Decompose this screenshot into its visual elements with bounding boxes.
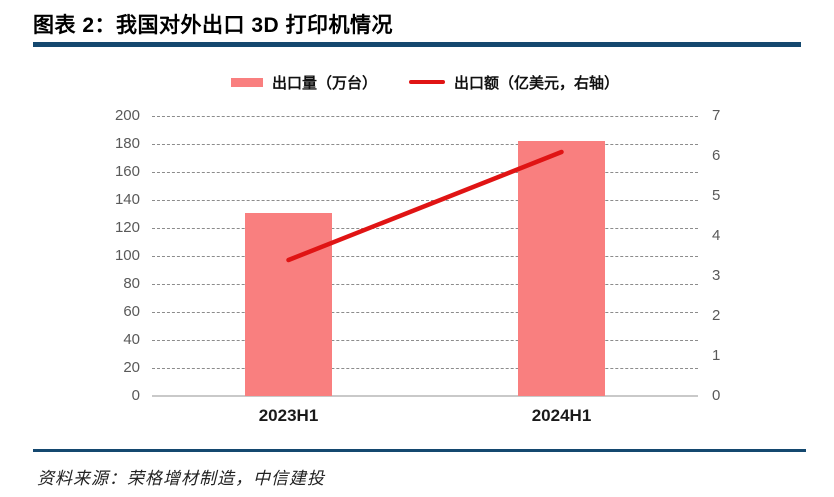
source-note: 资料来源：荣格增材制造，中信建投 [37, 469, 325, 488]
bar-2024H1 [518, 141, 605, 396]
footer-rule [33, 449, 806, 452]
right-axis-tick: 4 [712, 227, 721, 244]
gridline [152, 255, 698, 257]
title-rule [33, 42, 801, 47]
left-axis-tick: 100 [114, 247, 140, 264]
x-axis-label-2023H1: 2023H1 [258, 406, 319, 425]
x-axis-line [152, 395, 698, 397]
gridline [152, 367, 698, 369]
left-axis-tick: 120 [114, 219, 140, 236]
left-axis-tick: 80 [123, 275, 140, 292]
left-axis-tick: 0 [131, 387, 140, 404]
legend-item-export-value: 出口额（亿美元，右轴） [409, 72, 619, 93]
gridline [152, 283, 698, 285]
left-axis-tick: 140 [114, 191, 140, 208]
right-axis-tick: 3 [712, 267, 721, 284]
right-axis-tick: 6 [712, 147, 721, 164]
legend-item-export-volume: 出口量（万台） [230, 72, 377, 93]
gridline [152, 143, 698, 145]
left-axis-tick: 40 [123, 331, 140, 348]
line-series-swatch [409, 80, 445, 84]
left-axis-tick: 20 [123, 359, 140, 376]
right-axis-tick: 0 [712, 387, 721, 404]
left-axis-tick: 200 [114, 107, 140, 124]
gridline [152, 227, 698, 229]
gridline [152, 339, 698, 341]
right-axis-tick: 1 [712, 347, 721, 364]
gridline [152, 311, 698, 313]
legend-label-export-value: 出口额（亿美元，右轴） [454, 75, 620, 92]
x-axis-label-2024H1: 2024H1 [531, 406, 592, 425]
bar-series-swatch [230, 77, 263, 87]
legend-label-export-volume: 出口量（万台） [271, 75, 377, 92]
left-axis-tick: 160 [114, 163, 140, 180]
page-title: 图表 2：我国对外出口 3D 打印机情况 [33, 14, 394, 37]
bar-2023H1 [245, 212, 332, 396]
right-axis-tick: 5 [712, 187, 721, 204]
gridline [152, 171, 698, 173]
right-axis-tick: 7 [712, 107, 721, 124]
left-axis-tick: 60 [123, 303, 140, 320]
left-axis-tick: 180 [114, 135, 140, 152]
right-axis-tick: 2 [712, 307, 721, 324]
gridline [152, 199, 698, 201]
chart-legend: 出口量（万台） 出口额（亿美元，右轴） [152, 71, 698, 93]
gridline [152, 115, 698, 117]
